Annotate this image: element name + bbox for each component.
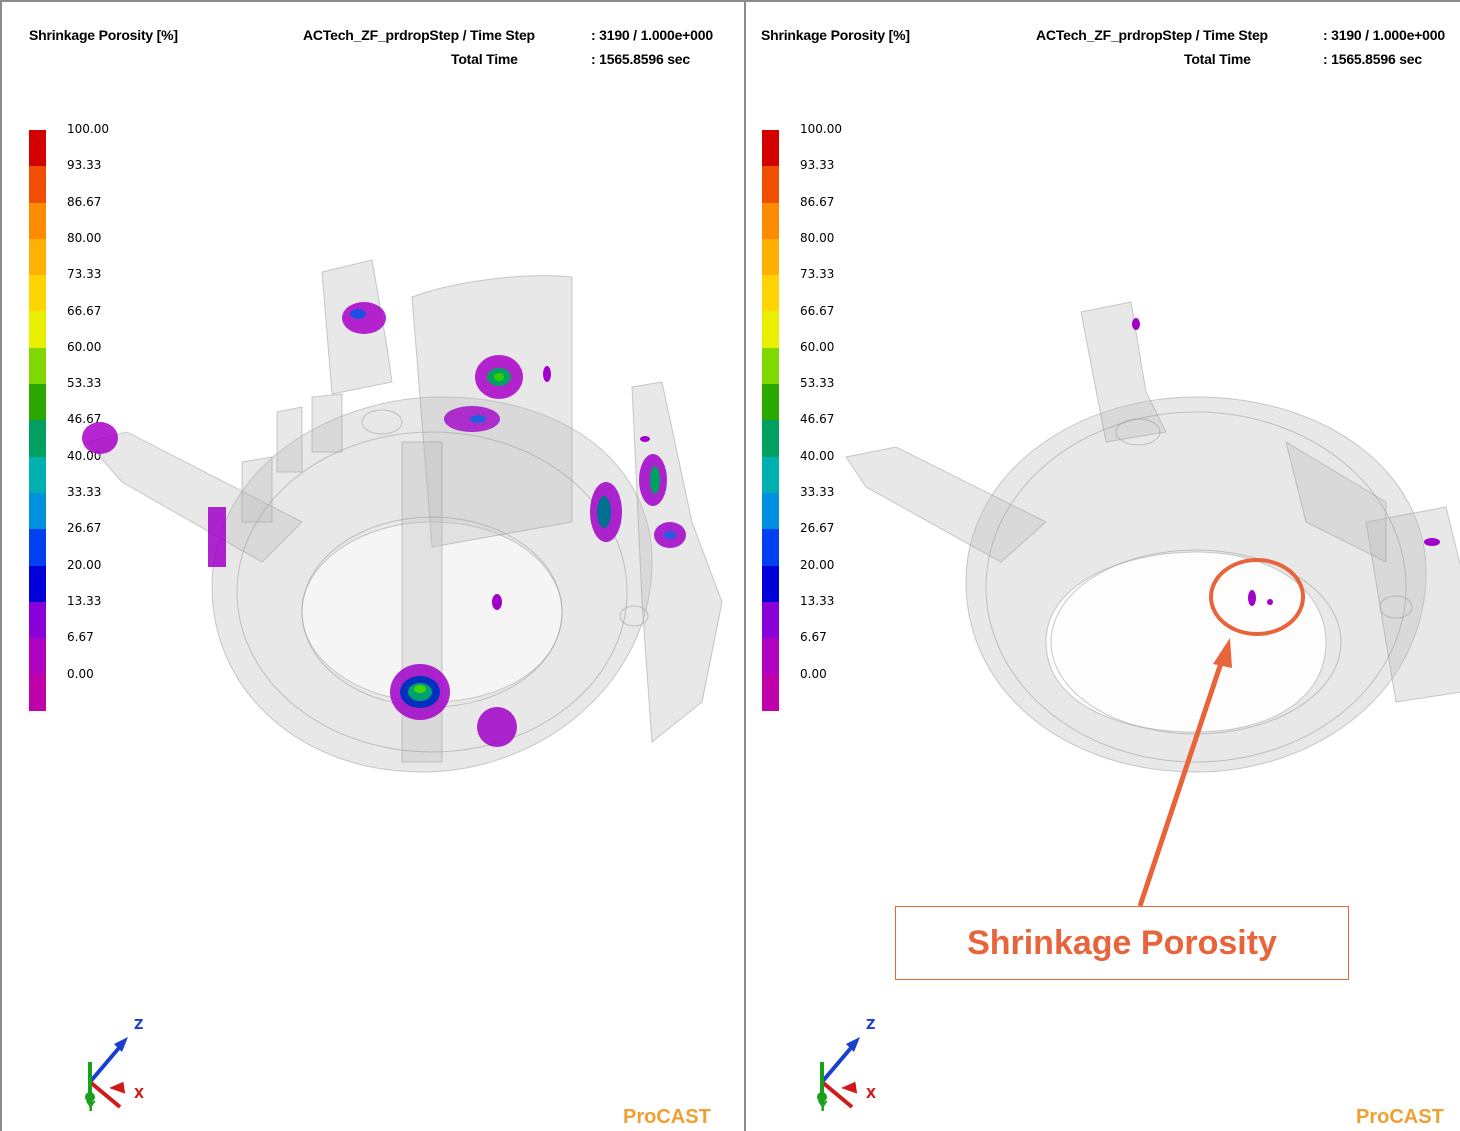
run-label: ACTech_ZF_prdropStep / Time Step [303, 27, 535, 43]
legend-swatch [762, 674, 779, 711]
casting-3d-view[interactable] [746, 2, 1460, 1131]
legend-tick-label: 6.67 [67, 630, 94, 645]
legend-swatch [762, 638, 779, 675]
legend-swatch [762, 347, 779, 385]
legend-tick-label: 73.33 [800, 267, 835, 282]
legend-tick-label: 93.33 [67, 158, 102, 173]
legend-tick-label: 33.33 [800, 485, 835, 499]
legend-tick-label: 40.00 [800, 448, 835, 463]
legend-swatch [29, 130, 46, 167]
axis-z-label: Z [866, 1018, 876, 1033]
legend-swatch [29, 638, 46, 675]
procast-logo: ProCAST [1356, 1106, 1444, 1128]
legend-swatch [29, 202, 46, 239]
legend-swatch [762, 130, 779, 167]
legend-swatch [762, 492, 779, 530]
legend-tick-label: 0.00 [67, 666, 94, 681]
viewport-panel-left[interactable]: Shrinkage Porosity [%] ACTech_ZF_prdropS… [0, 0, 744, 1131]
legend-swatch [29, 674, 46, 711]
color-legend-bar [762, 130, 779, 711]
legend-tick-label: 26.67 [67, 521, 102, 536]
legend-tick-label: 13.33 [800, 593, 835, 608]
total-time-label: Total Time [1184, 51, 1251, 67]
legend-swatch [762, 166, 779, 203]
legend-swatch [762, 601, 779, 639]
casting-3d-view[interactable] [2, 2, 742, 1131]
total-time-label: Total Time [451, 51, 518, 67]
legend-tick-label: 13.33 [67, 593, 102, 608]
axis-x-label: X [866, 1087, 877, 1102]
variable-label: Shrinkage Porosity [%] [29, 27, 178, 43]
legend-tick-label: 100.00 [800, 122, 842, 136]
legend-tick-label: 53.33 [800, 376, 835, 391]
callout-text: Shrinkage Porosity [967, 923, 1277, 962]
run-label: ACTech_ZF_prdropStep / Time Step [1036, 27, 1268, 43]
step-value: : 3190 / 1.000e+000 [1323, 27, 1445, 43]
legend-swatch [762, 238, 779, 276]
legend-tick-label: 86.67 [800, 194, 835, 209]
legend-swatch [762, 529, 779, 566]
legend-tick-label: 73.33 [67, 267, 102, 282]
legend-swatch [29, 420, 46, 457]
legend-tick-label: 33.33 [67, 485, 102, 499]
legend-tick-label: 53.33 [67, 376, 102, 391]
legend-tick-label: 66.67 [67, 303, 102, 318]
legend-swatch [762, 420, 779, 457]
legend-tick-label: 6.67 [800, 630, 827, 645]
legend-tick-label: 20.00 [67, 557, 102, 572]
legend-swatch [29, 456, 46, 493]
legend-swatch [29, 311, 46, 348]
legend-tick-label: 86.67 [67, 194, 102, 209]
legend-tick-label: 60.00 [67, 339, 102, 354]
legend-tick-label: 20.00 [800, 557, 835, 572]
legend-swatch [29, 166, 46, 203]
axis-y-label: Y [818, 1100, 828, 1115]
legend-swatch [29, 492, 46, 530]
legend-swatch [29, 238, 46, 276]
legend-tick-label: 80.00 [800, 230, 835, 245]
legend-swatch [762, 456, 779, 493]
total-time-value: : 1565.8596 sec [1323, 51, 1422, 67]
variable-label: Shrinkage Porosity [%] [761, 27, 910, 43]
legend-swatch [29, 384, 46, 421]
legend-swatch [29, 275, 46, 312]
color-legend-bar [29, 130, 46, 711]
callout-box: Shrinkage Porosity [895, 906, 1349, 980]
legend-swatch [762, 384, 779, 421]
legend-tick-label: 26.67 [800, 521, 835, 536]
axis-y-label: Y [86, 1100, 96, 1115]
procast-logo: ProCAST [623, 1106, 711, 1128]
legend-swatch [762, 565, 779, 602]
legend-swatch [762, 202, 779, 239]
legend-swatch [762, 311, 779, 348]
legend-tick-label: 66.67 [800, 303, 835, 318]
legend-swatch [29, 601, 46, 639]
legend-swatch [29, 565, 46, 602]
legend-tick-label: 80.00 [67, 230, 102, 245]
legend-tick-label: 46.67 [800, 412, 835, 427]
legend-swatch [762, 275, 779, 312]
legend-tick-label: 60.00 [800, 339, 835, 354]
legend-tick-label: 46.67 [67, 412, 102, 427]
axis-z-label: Z [134, 1018, 144, 1033]
legend-swatch [29, 529, 46, 566]
legend-tick-label: 93.33 [800, 158, 835, 173]
step-value: : 3190 / 1.000e+000 [591, 27, 713, 43]
total-time-value: : 1565.8596 sec [591, 51, 690, 67]
axis-x-label: X [134, 1087, 145, 1102]
legend-swatch [29, 347, 46, 385]
legend-tick-label: 0.00 [800, 666, 827, 681]
legend-tick-label: 100.00 [67, 122, 109, 136]
